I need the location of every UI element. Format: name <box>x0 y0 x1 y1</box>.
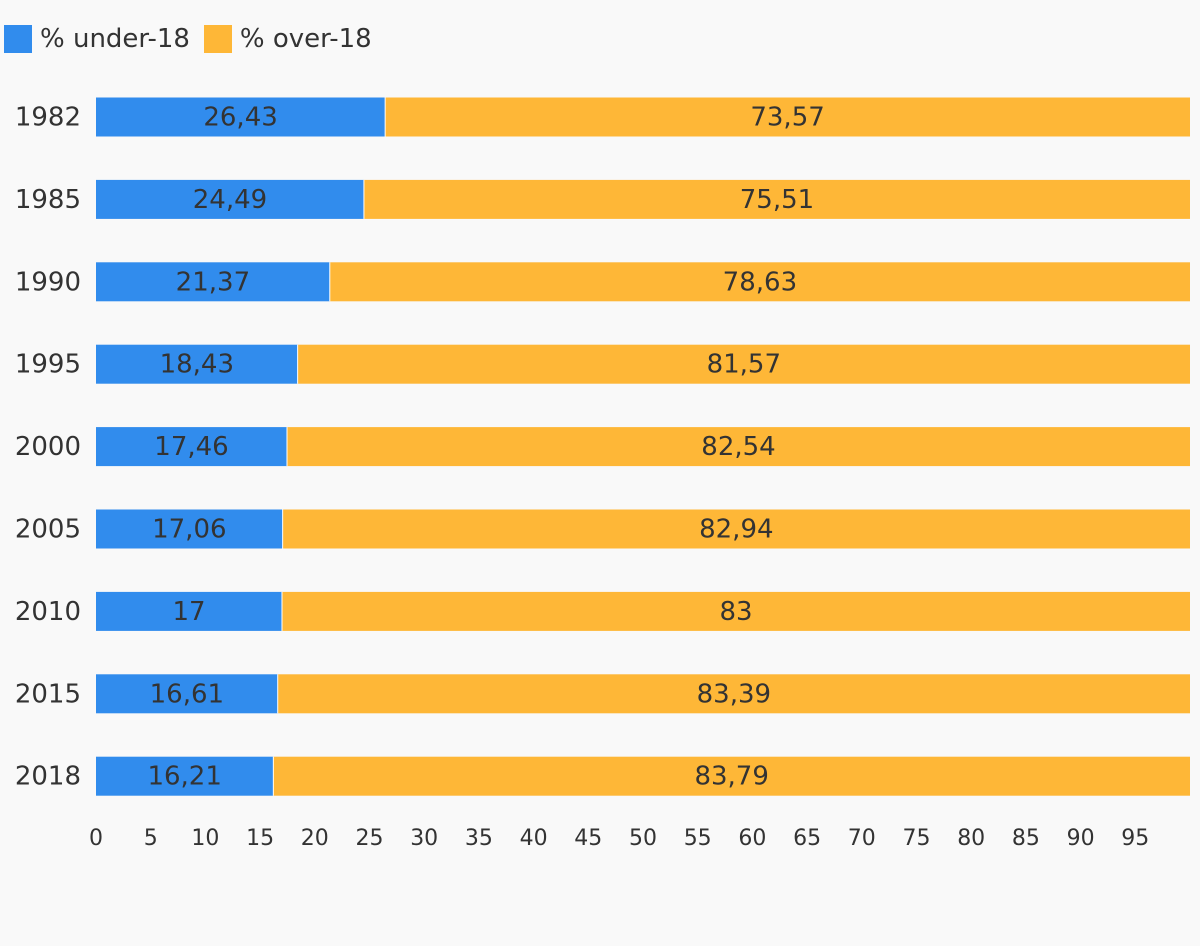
value-label-under-18-1985: 24,49 <box>193 185 267 215</box>
legend-item-over-18: % over-18 <box>203 24 372 54</box>
legend-label-over-18: % over-18 <box>239 24 372 54</box>
x-tick-label-0: 0 <box>89 826 103 851</box>
x-tick-label-90: 90 <box>1067 826 1095 851</box>
value-label-under-18-2018: 16,21 <box>147 762 221 792</box>
bar-over-18-2005 <box>282 509 1190 549</box>
x-tick-label-60: 60 <box>738 826 766 851</box>
bar-under-18-2015 <box>96 674 278 714</box>
x-tick-label-20: 20 <box>301 826 329 851</box>
bar-over-18-2018 <box>273 756 1190 796</box>
legend-label-under-18: % under-18 <box>40 24 190 54</box>
category-label-1982: 1982 <box>15 103 81 133</box>
bar-over-18-1995 <box>297 344 1190 384</box>
x-tick-label-65: 65 <box>793 826 821 851</box>
category-label-2010: 2010 <box>15 597 81 627</box>
bar-over-18-2000 <box>287 427 1190 467</box>
bar-under-18-1995 <box>96 344 298 384</box>
category-label-2005: 2005 <box>15 515 81 545</box>
value-label-over-18-1985: 75,51 <box>740 185 814 215</box>
x-tick-label-70: 70 <box>848 826 876 851</box>
legend-item-under-18: % under-18 <box>4 24 190 54</box>
value-label-under-18-1990: 21,37 <box>176 267 250 297</box>
x-tick-label-25: 25 <box>356 826 384 851</box>
value-label-under-18-2010: 17 <box>172 597 205 627</box>
value-label-under-18-2000: 17,46 <box>154 432 228 462</box>
legend-swatch-under-18 <box>4 25 32 53</box>
chart-legend: % under-18 % over-18 <box>4 24 386 54</box>
value-label-under-18-2005: 17,06 <box>152 515 226 545</box>
bar-over-18-1982 <box>385 97 1191 137</box>
value-label-under-18-2015: 16,61 <box>150 679 224 709</box>
x-tick-label-50: 50 <box>629 826 657 851</box>
value-label-over-18-2010: 83 <box>719 597 752 627</box>
bar-over-18-2015 <box>277 674 1191 714</box>
value-label-over-18-1982: 73,57 <box>750 103 824 133</box>
x-tick-label-40: 40 <box>520 826 548 851</box>
bar-under-18-1982 <box>96 97 386 137</box>
legend-swatch-over-18 <box>203 25 232 53</box>
value-label-over-18-2015: 83,39 <box>697 679 771 709</box>
bar-over-18-1990 <box>329 262 1190 302</box>
bar-under-18-2005 <box>96 509 283 549</box>
x-tick-label-80: 80 <box>957 826 985 851</box>
value-label-over-18-1990: 78,63 <box>723 267 797 297</box>
x-tick-label-55: 55 <box>684 826 712 851</box>
x-tick-label-15: 15 <box>246 826 274 851</box>
x-tick-label-5: 5 <box>144 826 158 851</box>
category-label-1995: 1995 <box>15 350 81 380</box>
bar-over-18-2010 <box>281 591 1191 631</box>
bar-under-18-2010 <box>96 591 282 631</box>
value-label-over-18-2005: 82,94 <box>699 515 773 545</box>
value-label-under-18-1982: 26,43 <box>203 103 277 133</box>
x-tick-label-45: 45 <box>574 826 602 851</box>
bar-over-18-1985 <box>363 179 1190 219</box>
category-label-1985: 1985 <box>15 185 81 215</box>
value-label-over-18-2000: 82,54 <box>701 432 775 462</box>
category-label-2015: 2015 <box>15 679 81 709</box>
value-label-under-18-1995: 18,43 <box>160 350 234 380</box>
x-tick-label-10: 10 <box>191 826 219 851</box>
x-tick-label-85: 85 <box>1012 826 1040 851</box>
x-tick-label-95: 95 <box>1121 826 1149 851</box>
x-tick-label-35: 35 <box>465 826 493 851</box>
bar-under-18-2018 <box>96 756 274 796</box>
bar-under-18-1990 <box>96 262 330 302</box>
category-label-2000: 2000 <box>15 432 81 462</box>
value-label-over-18-2018: 83,79 <box>694 762 768 792</box>
bar-under-18-2000 <box>96 427 288 467</box>
x-tick-label-30: 30 <box>410 826 438 851</box>
category-label-2018: 2018 <box>15 762 81 792</box>
category-label-1990: 1990 <box>15 267 81 297</box>
x-tick-label-75: 75 <box>903 826 931 851</box>
bar-under-18-1985 <box>96 179 364 219</box>
value-label-over-18-1995: 81,57 <box>707 350 781 380</box>
